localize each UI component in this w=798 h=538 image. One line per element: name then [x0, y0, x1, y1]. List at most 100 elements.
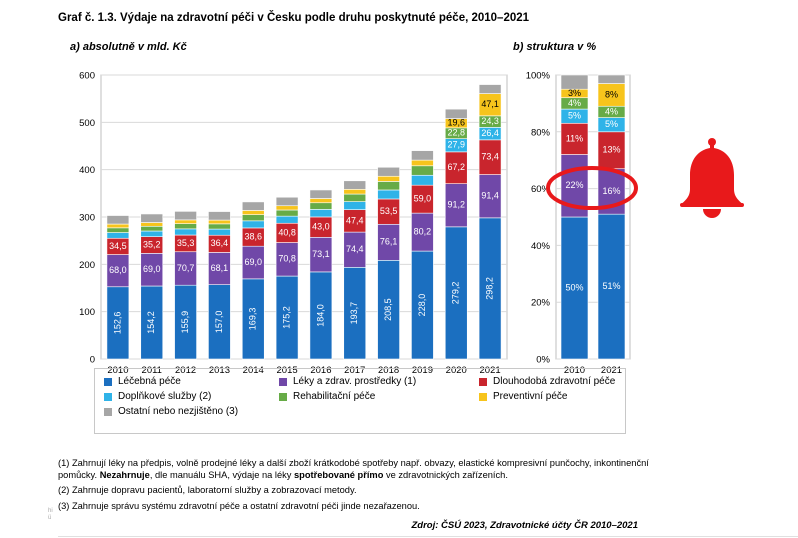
bar-ostatni	[208, 211, 231, 221]
legend-item: Ostatní nebo nezjištěno (3)	[104, 406, 238, 417]
y-tick-label: 100%	[526, 71, 551, 82]
data-label: 157,0	[214, 311, 224, 334]
bar-ostatni	[478, 84, 502, 94]
bar-lecebna	[560, 216, 589, 360]
y-tick-label: 200	[79, 260, 95, 271]
data-label: 74,4	[346, 244, 364, 254]
bar-ostatni	[309, 189, 333, 199]
data-label: 5%	[568, 111, 581, 121]
data-label: 11%	[566, 133, 583, 143]
footnote-1-bold-2: spotřebované přímo	[294, 469, 384, 480]
legend-swatch	[479, 377, 487, 386]
data-label: 68,1	[211, 263, 229, 273]
data-label: 70,7	[177, 263, 195, 273]
y-tick-label: 40%	[531, 241, 551, 252]
data-label: 51%	[602, 281, 620, 291]
legend-label: Rehabilitační péče	[293, 391, 376, 402]
footnote-2: (2) Zahrnuje dopravu pacientů, laborator…	[58, 485, 357, 495]
data-label: 38,6	[244, 231, 262, 241]
data-label: 73,4	[481, 152, 499, 162]
footnote-3: (3) Zahrnuje správu systému zdravotní pé…	[58, 500, 420, 511]
data-label: 26,4	[481, 128, 499, 138]
legend-item: Doplňkové služby (2)	[104, 391, 211, 402]
legend-label: Dlouhodobá zdravotní péče	[493, 376, 616, 387]
legend-item: Rehabilitační péče	[279, 391, 375, 402]
data-label: 169,3	[248, 308, 258, 331]
stray-text: hi ü	[48, 508, 53, 521]
x-tick-label: 2021	[480, 365, 501, 376]
y-tick-label: 60%	[531, 184, 551, 195]
data-label: 43,0	[312, 222, 330, 232]
y-tick-label: 20%	[531, 298, 551, 309]
data-label: 36,4	[211, 238, 229, 248]
x-tick-label: 2014	[243, 365, 264, 376]
legend-label: Preventivní péče	[493, 391, 568, 402]
x-tick-label: 2020	[446, 365, 467, 376]
legend-item: Léky a zdrav. prostředky (1)	[279, 376, 416, 387]
data-label: 184,0	[315, 304, 325, 327]
legend-swatch	[104, 392, 112, 401]
data-label: 22,8	[447, 128, 465, 138]
chart-b-subtitle: b) struktura v %	[513, 41, 597, 53]
bottom-rule	[58, 536, 798, 537]
bar-ostatni	[275, 196, 299, 207]
y-tick-label: 300	[79, 213, 95, 224]
data-label: 175,2	[281, 306, 291, 329]
bar-ostatni	[560, 74, 589, 90]
data-label: 22%	[565, 180, 583, 190]
x-tick-label: 2012	[175, 365, 196, 376]
bar-ostatni	[411, 150, 434, 161]
bar-ostatni	[140, 213, 164, 223]
highlight-circle	[546, 166, 638, 210]
data-label: 35,3	[177, 238, 195, 248]
x-tick-label: 2010	[107, 365, 128, 376]
bar-dlouhodoba	[560, 122, 589, 155]
chart-a-subtitle: a) absolutně v mld. Kč	[70, 41, 187, 53]
legend-swatch	[279, 377, 287, 386]
data-label: 35,2	[143, 239, 161, 249]
data-label: 67,2	[447, 162, 465, 172]
data-label: 69,0	[143, 264, 161, 274]
footnote-1-text-3: ve zdravotnických zařízeních.	[383, 469, 508, 480]
data-label: 4%	[568, 98, 581, 108]
data-label: 16%	[602, 186, 620, 196]
data-label: 91,4	[481, 191, 499, 201]
legend-label: Léky a zdrav. prostředky (1)	[293, 376, 417, 387]
legend-label: Léčebná péče	[118, 376, 181, 387]
data-label: 5%	[605, 119, 618, 129]
legend-swatch	[279, 392, 287, 401]
bell-icon	[680, 138, 744, 218]
data-label: 69,0	[244, 257, 262, 267]
x-tick-label: 2019	[412, 365, 433, 376]
data-label: 47,1	[481, 99, 499, 109]
footnotes: (1) Zahrnují léky na předpis, volně prod…	[58, 458, 658, 516]
legend-frame	[94, 368, 626, 434]
bar-ostatni	[174, 211, 197, 221]
data-label: 70,8	[278, 254, 296, 264]
footnote-1: (1) Zahrnují léky na předpis, volně prod…	[58, 458, 658, 481]
data-label: 19,6	[447, 118, 465, 128]
data-label: 50%	[565, 282, 583, 292]
x-tick-label: 2021	[601, 365, 622, 376]
legend-label: Doplňkové služby (2)	[118, 391, 212, 402]
y-tick-label: 80%	[531, 127, 551, 138]
legend-swatch	[104, 407, 112, 416]
y-tick-label: 100	[79, 307, 95, 318]
data-label: 208,5	[383, 298, 393, 321]
legend-item: Dlouhodobá zdravotní péče	[479, 376, 615, 387]
bar-ostatni	[597, 74, 626, 84]
bar-ostatni	[343, 180, 367, 190]
data-label: 154,2	[146, 311, 156, 334]
legend-item: Preventivní péče	[479, 391, 568, 402]
data-label: 193,7	[349, 302, 359, 325]
data-label: 27,9	[447, 140, 465, 150]
x-tick-label: 2018	[378, 365, 399, 376]
bar-ostatni	[106, 215, 130, 225]
data-label: 3%	[568, 88, 581, 98]
legend-item: Léčebná péče	[104, 376, 181, 387]
data-label: 152,6	[112, 312, 122, 335]
data-label: 8%	[605, 89, 618, 99]
